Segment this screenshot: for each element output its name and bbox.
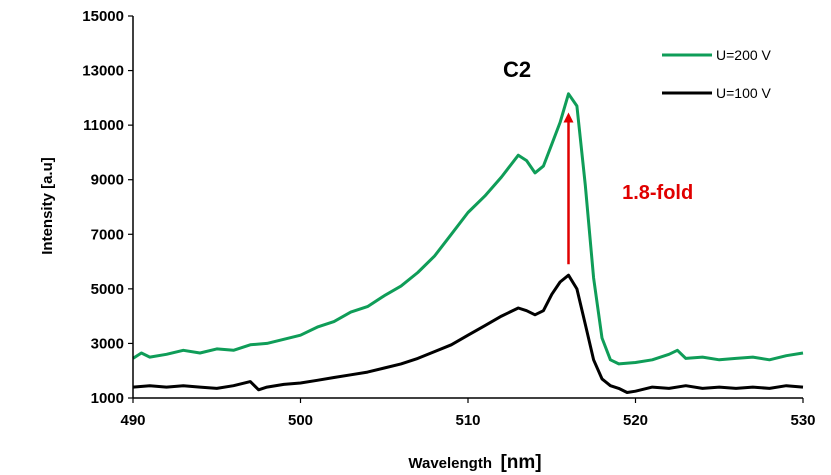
y-tick-label: 11000 — [83, 117, 124, 134]
y-tick-label: 3000 — [91, 335, 124, 352]
x-tick-label: 500 — [288, 412, 313, 429]
series-line-u200v — [132, 92, 804, 366]
series-line-u100v — [132, 273, 804, 394]
y-tick-label: 5000 — [91, 281, 124, 298]
x-tick-label: 520 — [623, 412, 648, 429]
legend: U=200 V U=100 V — [662, 47, 772, 101]
legend-label-black: U=100 V — [716, 85, 772, 101]
fold-label: 1.8-fold — [622, 182, 693, 204]
y-tick-label: 1000 — [91, 390, 124, 407]
x-tick-label: 490 — [120, 412, 145, 429]
y-tick-label: 9000 — [91, 172, 124, 189]
y-tick-label: 13000 — [82, 63, 124, 80]
y-tick-label: 7000 — [91, 226, 124, 243]
y-axis-title: Intensity [a.u] — [39, 157, 56, 255]
axis-ticks: 1000 3000 5000 7000 9000 11000 13000 15000 490 50… — [82, 8, 815, 429]
legend-label-green: U=200 V — [716, 47, 772, 63]
x-axis-title: Wavelength [nm] — [408, 452, 541, 473]
peak-label: C2 — [503, 57, 531, 82]
x-tick-label: 510 — [455, 412, 480, 429]
y-tick-label: 15000 — [82, 8, 124, 25]
x-tick-label: 530 — [790, 412, 815, 429]
series-layer — [132, 92, 804, 394]
